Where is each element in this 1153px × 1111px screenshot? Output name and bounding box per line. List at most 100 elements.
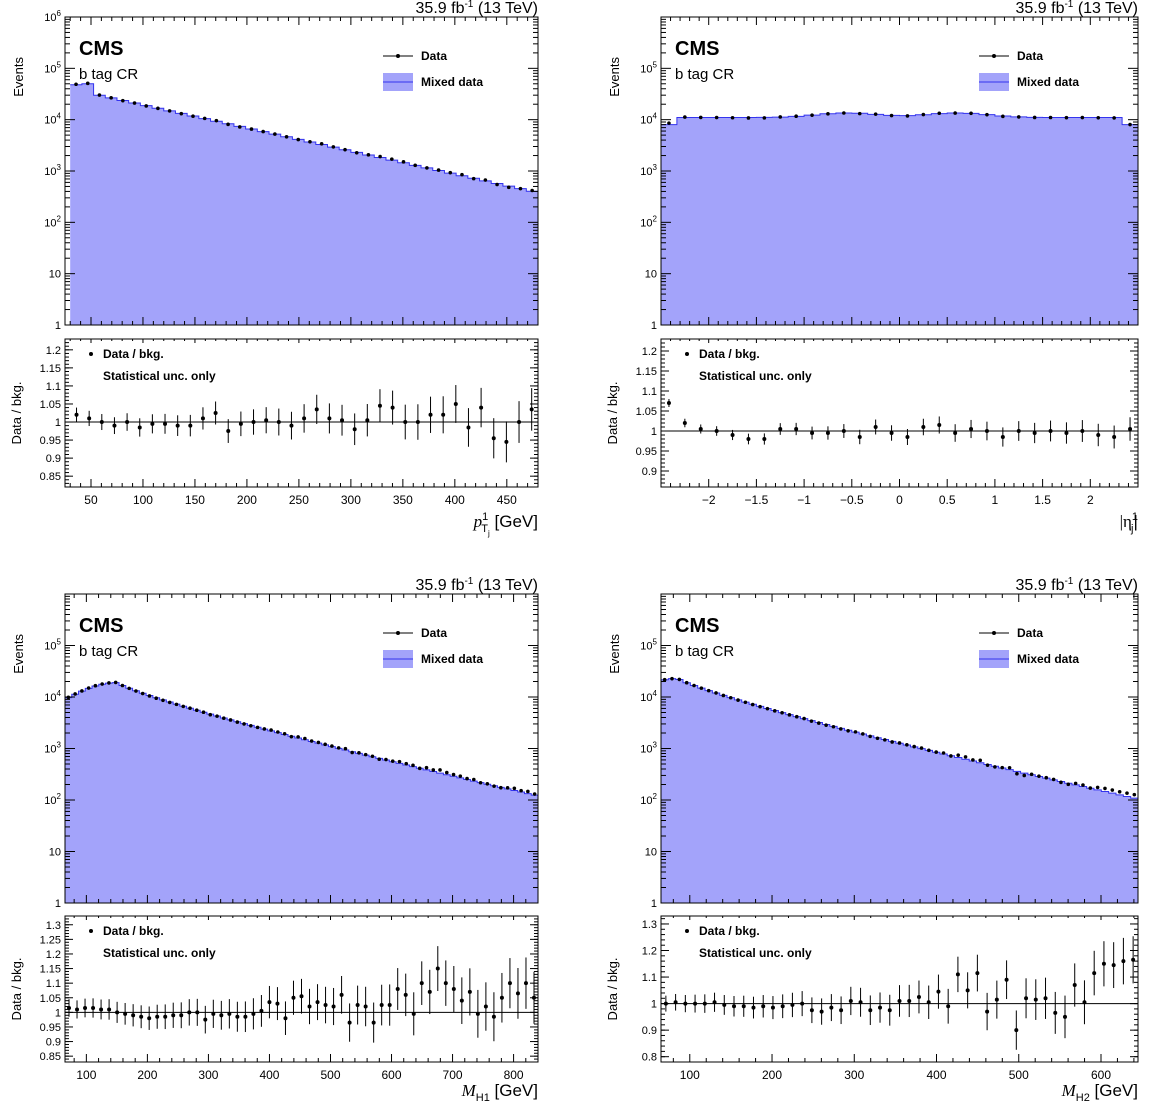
ratio-point xyxy=(395,987,400,991)
ratio-point xyxy=(1016,429,1021,433)
data-point xyxy=(937,111,942,116)
ratio-point xyxy=(150,421,155,426)
ratio-point xyxy=(857,435,862,439)
ratio-point xyxy=(195,1010,200,1015)
x-axis-sub: H2 xyxy=(1076,1092,1090,1104)
x-axis-label: MH1 [GeV] xyxy=(461,1081,538,1104)
ratio-point xyxy=(291,995,296,1000)
data-point xyxy=(883,738,887,742)
y-tick-exp: 5 xyxy=(57,60,62,69)
ratio-point xyxy=(323,1003,328,1008)
ratio-point xyxy=(673,1000,678,1005)
ratio-point xyxy=(211,1011,216,1016)
ratio-y-axis-label: Data / bkg. xyxy=(9,958,24,1021)
ratio-point xyxy=(953,431,958,435)
lumi-sup: -1 xyxy=(1064,0,1073,10)
data-point xyxy=(971,758,975,762)
ratio-point xyxy=(451,987,456,991)
data-point xyxy=(1059,780,1063,785)
data-point xyxy=(228,718,233,722)
y-tick-base: 10 xyxy=(640,115,652,127)
ratio-point xyxy=(946,1004,951,1009)
ratio-point xyxy=(693,1001,698,1006)
ratio-y-tick-label: 1.3 xyxy=(642,919,657,931)
data-point xyxy=(1117,789,1122,794)
ratio-point xyxy=(1014,1028,1019,1033)
data-point xyxy=(156,106,160,111)
data-point xyxy=(873,112,878,116)
ratio-point xyxy=(483,1004,488,1009)
ratio-legend-label: Data / bkg. xyxy=(699,347,760,361)
mixed-data-outline xyxy=(65,682,538,796)
ratio-point xyxy=(1043,996,1048,1001)
data-point xyxy=(343,147,347,152)
data-point xyxy=(194,708,199,713)
data-point xyxy=(191,114,195,119)
x-axis-unit: | xyxy=(1133,512,1137,531)
ratio-point xyxy=(238,421,243,426)
data-point xyxy=(532,792,537,796)
data-point xyxy=(397,759,402,764)
ratio-y-tick-label: 0.95 xyxy=(40,1022,61,1034)
ratio-y-axis-label: Data / bkg. xyxy=(605,958,620,1021)
ratio-y-tick-label: 1.1 xyxy=(46,381,61,393)
data-point xyxy=(323,742,327,747)
x-axis-sub: j xyxy=(1130,523,1133,535)
data-point xyxy=(436,168,441,172)
x-tick-label: 0 xyxy=(896,493,903,507)
data-point xyxy=(905,114,910,118)
ratio-point xyxy=(99,420,104,425)
mixed-data-histogram xyxy=(661,112,1138,325)
data-point xyxy=(188,706,192,711)
data-point xyxy=(506,185,511,190)
y-tick-label: 10 xyxy=(645,269,657,281)
ratio-point xyxy=(1096,433,1101,437)
ratio-point xyxy=(163,1014,168,1019)
legend-data-marker xyxy=(992,54,996,58)
x-tick-label: 1.5 xyxy=(1034,493,1051,507)
lumi-energy: (13 TeV) xyxy=(1073,0,1138,17)
lumi-label: 35.9 fb-1 (13 TeV) xyxy=(1016,576,1138,594)
ratio-point xyxy=(203,1017,208,1022)
legend-mixed-label: Mixed data xyxy=(421,75,483,89)
ratio-point xyxy=(778,427,783,431)
data-point xyxy=(1073,781,1078,786)
y-tick-label: 1 xyxy=(55,320,61,332)
data-point xyxy=(953,111,957,115)
data-point xyxy=(890,740,894,744)
ratio-point xyxy=(155,1014,160,1019)
ratio-point xyxy=(467,989,472,994)
ratio-legend-stat-label: Statistical unc. only xyxy=(103,946,216,960)
y-tick-base: 10 xyxy=(640,63,652,75)
data-point xyxy=(963,755,968,759)
data-point xyxy=(1096,115,1101,120)
data-point xyxy=(512,786,517,791)
ratio-point xyxy=(761,1004,766,1009)
ratio-y-tick-label: 0.95 xyxy=(636,446,657,458)
y-tick-exp: 2 xyxy=(57,792,62,801)
x-axis-unit: [GeV] xyxy=(490,1081,538,1100)
data-point xyxy=(1048,115,1053,120)
data-point xyxy=(780,710,784,715)
y-tick-label: 10 xyxy=(49,269,61,281)
ratio-point xyxy=(403,420,408,425)
ratio-point xyxy=(67,1005,72,1010)
data-point xyxy=(1088,786,1093,790)
data-point xyxy=(336,746,341,750)
data-point xyxy=(816,721,821,725)
ratio-point xyxy=(955,972,960,977)
mixed-data-histogram xyxy=(70,83,538,325)
y-tick-label: 106 xyxy=(44,9,61,24)
ratio-point xyxy=(403,992,408,997)
ratio-point xyxy=(887,1008,892,1013)
ratio-legend-stat-label: Statistical unc. only xyxy=(699,946,812,960)
ratio-point xyxy=(327,416,332,421)
ratio-point xyxy=(302,416,307,421)
ratio-point xyxy=(379,1003,384,1008)
ratio-point xyxy=(751,1005,756,1010)
ratio-y-axis-label: Data / bkg. xyxy=(9,382,24,445)
y-tick-exp: 3 xyxy=(653,163,658,172)
ratio-point xyxy=(800,1001,805,1006)
y-tick-label: 104 xyxy=(640,689,657,704)
